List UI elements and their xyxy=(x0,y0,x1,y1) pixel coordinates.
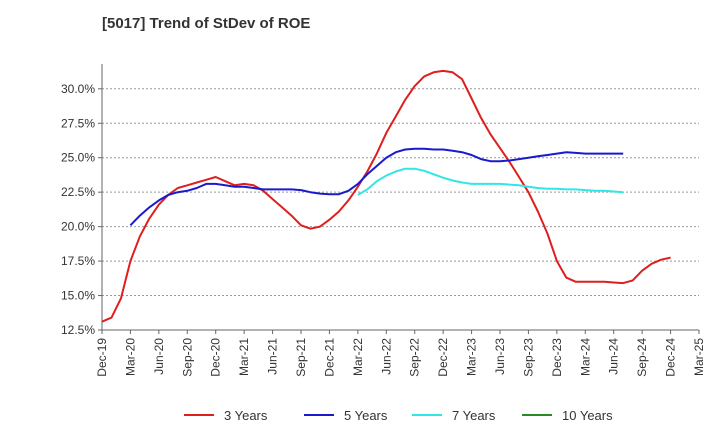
x-tick-label: Mar-20 xyxy=(123,338,137,376)
x-tick-label: Sep-20 xyxy=(180,338,194,377)
x-tick-label: Dec-21 xyxy=(322,338,336,377)
plot-area xyxy=(102,64,699,330)
x-tick-label: Jun-22 xyxy=(379,338,393,375)
series-line-1 xyxy=(101,69,671,323)
x-tick-label: Jun-20 xyxy=(152,338,166,375)
x-tick-label: Sep-21 xyxy=(294,338,308,377)
y-tick-label: 12.5% xyxy=(61,323,95,337)
series-lines xyxy=(101,69,671,323)
x-tick-label: Mar-24 xyxy=(578,338,592,376)
series-line-2 xyxy=(129,147,624,226)
axes xyxy=(98,64,700,334)
y-tick-label: 30.0% xyxy=(61,82,95,96)
x-tick-label: Dec-22 xyxy=(436,338,450,377)
y-tick-label: 25.0% xyxy=(61,151,95,165)
x-tick-label: Mar-23 xyxy=(465,338,479,376)
x-tick-label: Sep-24 xyxy=(635,338,649,377)
x-tick-label: Jun-23 xyxy=(493,338,507,375)
x-tick-label: Mar-25 xyxy=(692,338,706,376)
x-tick-label: Mar-22 xyxy=(351,338,365,376)
y-tick-labels: 12.5% 15.0% 17.5% 20.0% 22.5% 25.0% 27.5% 30.0% xyxy=(61,82,95,337)
grid xyxy=(102,88,699,297)
legend-label: 5 Years xyxy=(344,408,388,423)
chart-title: [5017] Trend of StDev of ROE xyxy=(102,15,310,32)
legend-label: 3 Years xyxy=(224,408,268,423)
x-tick-label: Mar-21 xyxy=(237,338,251,376)
y-tick-label: 17.5% xyxy=(61,254,95,268)
y-tick-label: 22.5% xyxy=(61,185,95,199)
x-tick-label: Dec-24 xyxy=(664,338,678,377)
legend: 3 Years 5 Years 7 Years 10 Years xyxy=(184,408,613,423)
y-tick-label: 15.0% xyxy=(61,289,95,303)
x-tick-label: Jun-21 xyxy=(266,338,280,375)
x-tick-label: Dec-19 xyxy=(95,338,109,377)
x-tick-label: Jun-24 xyxy=(607,338,621,375)
legend-label: 10 Years xyxy=(562,408,613,423)
x-tick-label: Sep-22 xyxy=(408,338,422,377)
x-tick-label: Sep-23 xyxy=(521,338,535,377)
y-tick-label: 27.5% xyxy=(61,116,95,130)
legend-label: 7 Years xyxy=(452,408,496,423)
x-tick-label: Dec-23 xyxy=(550,338,564,377)
x-tick-labels: Dec-19 Mar-20 Jun-20 Sep-20 Dec-20 Mar-21 Jun-… xyxy=(95,338,706,377)
series-line-3 xyxy=(357,167,624,196)
y-tick-label: 20.0% xyxy=(61,220,95,234)
x-tick-label: Dec-20 xyxy=(209,338,223,377)
